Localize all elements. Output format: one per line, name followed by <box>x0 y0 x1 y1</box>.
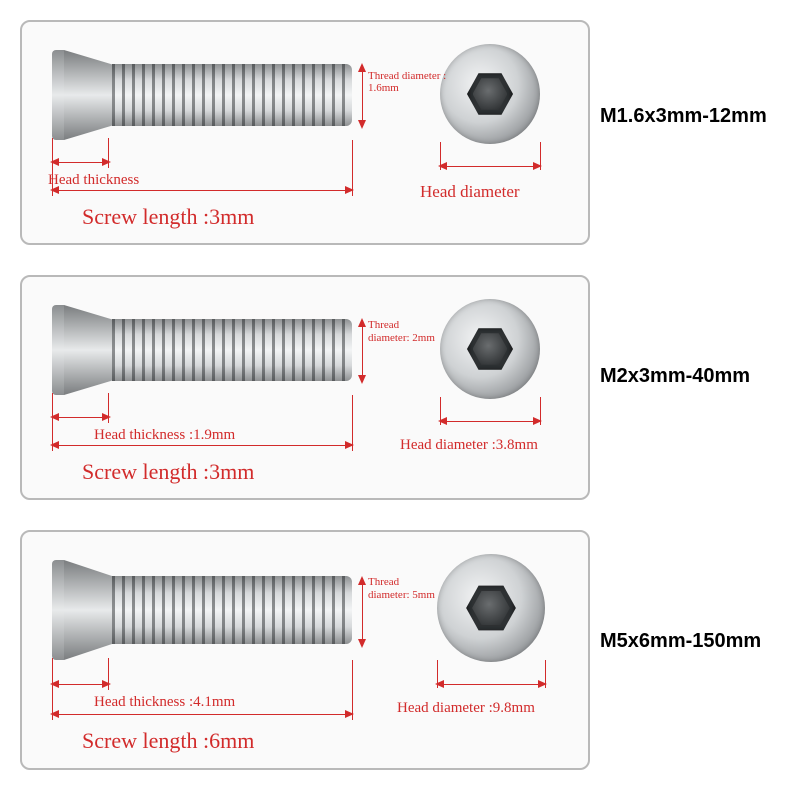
label-thread-diameter: Thread diameter : 1.6mm <box>368 70 448 94</box>
screw-thread-body <box>112 319 352 381</box>
screw-side-view <box>52 50 352 140</box>
screw-panel-m2: Thread diameter: 2mm Head thickness :1.9… <box>20 275 590 500</box>
screw-head-cone <box>64 305 112 395</box>
size-label-m1_6: M1.6x3mm-12mm <box>600 105 767 128</box>
screw-head-top-view <box>440 44 540 144</box>
label-head-diameter: Head diameter :3.8mm <box>400 437 538 454</box>
size-label-m2: M2x3mm-40mm <box>600 365 750 388</box>
label-screw-length: Screw length :3mm <box>82 459 254 485</box>
screw-head-cone <box>64 560 112 660</box>
hex-socket-icon <box>467 326 513 372</box>
size-label-m5: M5x6mm-150mm <box>600 630 761 653</box>
screw-head-flat <box>52 50 64 140</box>
label-head-diameter: Head diameter <box>420 182 520 202</box>
thread-pattern-icon <box>112 576 352 644</box>
screw-side-view <box>52 305 352 395</box>
screw-side-view <box>52 560 352 660</box>
screw-head-top-view <box>437 554 545 662</box>
label-head-thickness: Head thickness :1.9mm <box>94 427 235 444</box>
label-thread-diameter: Thread diameter: 2mm <box>368 319 440 344</box>
thread-pattern-icon <box>112 319 352 381</box>
screw-head-cone <box>64 50 112 140</box>
screw-spec-infographic: Thread diameter : 1.6mm Head thickness S… <box>0 0 800 800</box>
screw-thread-body <box>112 576 352 644</box>
thread-pattern-icon <box>112 64 352 126</box>
label-thread-diameter: Thread diameter: 5mm <box>368 576 440 601</box>
screw-head-top-view <box>440 299 540 399</box>
label-head-thickness: Head thickness <box>48 172 139 189</box>
label-screw-length: Screw length :3mm <box>82 204 254 230</box>
hex-socket-icon <box>467 71 513 117</box>
screw-thread-body <box>112 64 352 126</box>
hex-socket-icon <box>466 583 516 633</box>
screw-head-flat <box>52 560 64 660</box>
label-head-diameter: Head diameter :9.8mm <box>397 700 535 717</box>
label-screw-length: Screw length :6mm <box>82 728 254 754</box>
screw-panel-m1_6: Thread diameter : 1.6mm Head thickness S… <box>20 20 590 245</box>
screw-head-flat <box>52 305 64 395</box>
label-head-thickness: Head thickness :4.1mm <box>94 694 235 711</box>
screw-panel-m5: Thread diameter: 5mm Head thickness :4.1… <box>20 530 590 770</box>
